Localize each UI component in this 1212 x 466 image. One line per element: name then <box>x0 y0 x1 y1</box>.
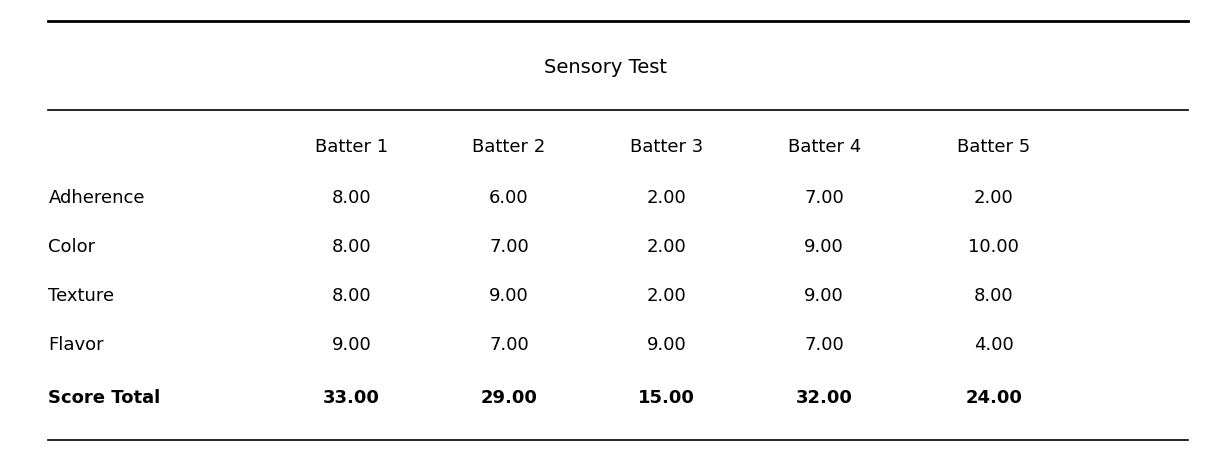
Text: Batter 5: Batter 5 <box>957 138 1030 156</box>
Text: 9.00: 9.00 <box>647 336 686 354</box>
Text: 4.00: 4.00 <box>974 336 1013 354</box>
Text: 9.00: 9.00 <box>805 238 844 256</box>
Text: 9.00: 9.00 <box>490 287 528 305</box>
Text: 2.00: 2.00 <box>974 189 1013 207</box>
Text: Score Total: Score Total <box>48 390 161 407</box>
Text: 10.00: 10.00 <box>968 238 1019 256</box>
Text: 2.00: 2.00 <box>647 189 686 207</box>
Text: 6.00: 6.00 <box>490 189 528 207</box>
Text: Batter 2: Batter 2 <box>473 138 545 156</box>
Text: Batter 3: Batter 3 <box>630 138 703 156</box>
Text: Adherence: Adherence <box>48 189 145 207</box>
Text: 32.00: 32.00 <box>796 390 852 407</box>
Text: Batter 4: Batter 4 <box>788 138 861 156</box>
Text: 7.00: 7.00 <box>490 238 528 256</box>
Text: 24.00: 24.00 <box>966 390 1022 407</box>
Text: 8.00: 8.00 <box>332 238 371 256</box>
Text: 8.00: 8.00 <box>332 189 371 207</box>
Text: 9.00: 9.00 <box>805 287 844 305</box>
Text: Batter 1: Batter 1 <box>315 138 388 156</box>
Text: 2.00: 2.00 <box>647 287 686 305</box>
Text: Flavor: Flavor <box>48 336 104 354</box>
Text: 8.00: 8.00 <box>332 287 371 305</box>
Text: 29.00: 29.00 <box>481 390 537 407</box>
Text: Texture: Texture <box>48 287 115 305</box>
Text: Sensory Test: Sensory Test <box>544 58 668 77</box>
Text: 2.00: 2.00 <box>647 238 686 256</box>
Text: 7.00: 7.00 <box>805 189 844 207</box>
Text: 7.00: 7.00 <box>805 336 844 354</box>
Text: 9.00: 9.00 <box>332 336 371 354</box>
Text: Color: Color <box>48 238 96 256</box>
Text: 8.00: 8.00 <box>974 287 1013 305</box>
Text: 33.00: 33.00 <box>324 390 379 407</box>
Text: 15.00: 15.00 <box>639 390 694 407</box>
Text: 7.00: 7.00 <box>490 336 528 354</box>
